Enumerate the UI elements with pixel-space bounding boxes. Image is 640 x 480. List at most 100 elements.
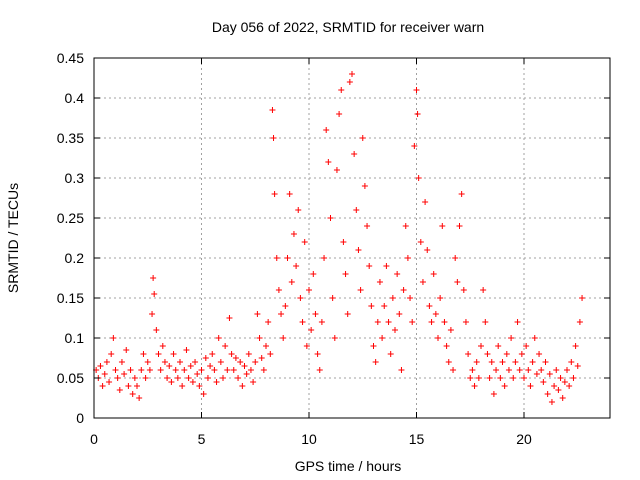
data-point [299, 319, 306, 325]
data-point [155, 351, 162, 357]
data-point [241, 363, 248, 369]
data-point [295, 207, 302, 213]
data-point [303, 343, 310, 349]
data-point [510, 375, 517, 381]
data-point [432, 311, 439, 317]
data-point [548, 399, 555, 405]
data-point [267, 351, 274, 357]
data-point [121, 371, 128, 377]
data-point [252, 359, 259, 365]
data-point [282, 303, 289, 309]
data-point [200, 391, 207, 397]
data-point [501, 383, 508, 389]
data-point [473, 359, 480, 365]
data-point [389, 295, 396, 301]
data-point [110, 335, 117, 341]
data-point [235, 375, 242, 381]
data-point [443, 343, 450, 349]
data-point [230, 367, 237, 373]
data-point [327, 215, 334, 221]
data-point [407, 295, 414, 301]
data-point [385, 319, 392, 325]
data-point [265, 319, 272, 325]
data-point [471, 383, 478, 389]
data-point [566, 383, 573, 389]
data-point [413, 87, 420, 93]
data-point [538, 367, 545, 373]
data-point [270, 135, 277, 141]
data-point [551, 383, 558, 389]
data-point [149, 311, 156, 317]
data-point [542, 359, 549, 365]
data-point [374, 319, 381, 325]
data-point [383, 263, 390, 269]
axis-ticks [93, 57, 610, 419]
data-point [424, 247, 431, 253]
data-point [207, 363, 214, 369]
data-point [465, 351, 472, 357]
data-point [342, 271, 349, 277]
data-point [460, 287, 467, 293]
data-point [488, 359, 495, 365]
data-point [170, 351, 177, 357]
data-point [428, 319, 435, 325]
y-tick-label: 0.25 [57, 210, 84, 226]
data-point [144, 359, 151, 365]
data-point [467, 375, 474, 381]
data-point [518, 351, 525, 357]
data-point [527, 383, 534, 389]
data-point [482, 319, 489, 325]
data-point [166, 363, 173, 369]
data-point [97, 363, 104, 369]
data-point [454, 279, 461, 285]
data-point [250, 379, 257, 385]
x-tick-label: 5 [198, 431, 206, 447]
data-point [409, 319, 416, 325]
y-axis-label: SRMTID / TECUs [5, 183, 21, 293]
data-point [572, 343, 579, 349]
data-point [340, 239, 347, 245]
data-point [561, 379, 568, 385]
data-point [392, 327, 398, 333]
data-point [531, 335, 538, 341]
data-point [411, 143, 418, 149]
data-point [271, 191, 278, 197]
data-point [439, 223, 446, 229]
data-point [232, 355, 239, 361]
data-point [172, 367, 179, 373]
y-tick-label: 0.2 [65, 250, 85, 266]
data-point [177, 359, 183, 365]
data-point [138, 367, 145, 373]
data-point [484, 351, 491, 357]
data-point [301, 239, 308, 245]
data-point [202, 355, 209, 361]
data-point [224, 367, 231, 373]
data-points [93, 71, 586, 405]
data-point [376, 279, 383, 285]
data-point [321, 255, 328, 261]
data-point [564, 367, 570, 373]
data-point [555, 387, 562, 393]
data-point [196, 383, 203, 389]
data-point [278, 311, 285, 317]
x-axis-label: GPS time / hours [295, 458, 402, 474]
data-point [146, 367, 153, 373]
data-point [505, 367, 512, 373]
data-point [151, 291, 158, 297]
data-point [209, 351, 216, 357]
data-point [310, 271, 317, 277]
data-point [553, 367, 560, 373]
data-point [355, 247, 362, 253]
data-point [189, 379, 196, 385]
data-point [523, 343, 530, 349]
data-point [353, 207, 360, 213]
y-tick-label: 0.45 [57, 50, 84, 66]
data-point [346, 79, 353, 85]
data-point [456, 223, 463, 229]
data-point [514, 319, 521, 325]
data-point [414, 111, 421, 117]
data-point [499, 359, 506, 365]
data-point [286, 191, 293, 197]
data-point [415, 175, 422, 181]
